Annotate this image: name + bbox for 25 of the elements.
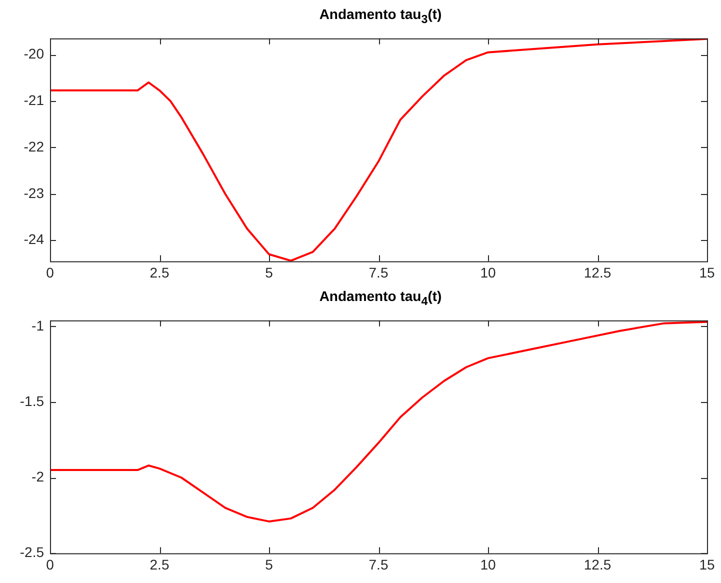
y-tick-label: -22 xyxy=(24,138,44,154)
y-tick-label: -1.5 xyxy=(20,392,44,409)
x-tick-label: 10 xyxy=(480,264,496,280)
x-tick-label: 5 xyxy=(265,556,274,572)
y-tick-label: -20 xyxy=(24,46,44,62)
y-tick-label: -24 xyxy=(24,231,44,248)
x-tick-label: 0 xyxy=(46,556,54,572)
x-tick-label: 2.5 xyxy=(150,556,170,572)
x-tick-label: 5 xyxy=(265,264,274,280)
x-tick-label: 12.5 xyxy=(584,264,612,280)
x-tick-label: 15 xyxy=(699,264,715,280)
x-tick-label: 2.5 xyxy=(150,264,170,280)
y-tick-label: -2.5 xyxy=(20,544,44,560)
x-tick-label: 10 xyxy=(480,556,496,572)
chart-title: Andamento tau$_{3}$(t) xyxy=(318,5,443,26)
y-tick-label: -1 xyxy=(32,317,44,334)
y-tick-label: -2 xyxy=(32,468,44,484)
chart-title: Andamento tau$_{4}$(t) xyxy=(318,287,443,308)
x-tick-label: 0 xyxy=(46,264,54,280)
x-tick-label: 12.5 xyxy=(584,556,612,572)
x-tick-label: 15 xyxy=(699,556,715,572)
x-tick-label: 7.5 xyxy=(368,264,388,280)
x-tick-label: 7.5 xyxy=(368,556,388,572)
y-tick-label: -23 xyxy=(24,184,44,201)
y-tick-label: -21 xyxy=(24,92,44,108)
